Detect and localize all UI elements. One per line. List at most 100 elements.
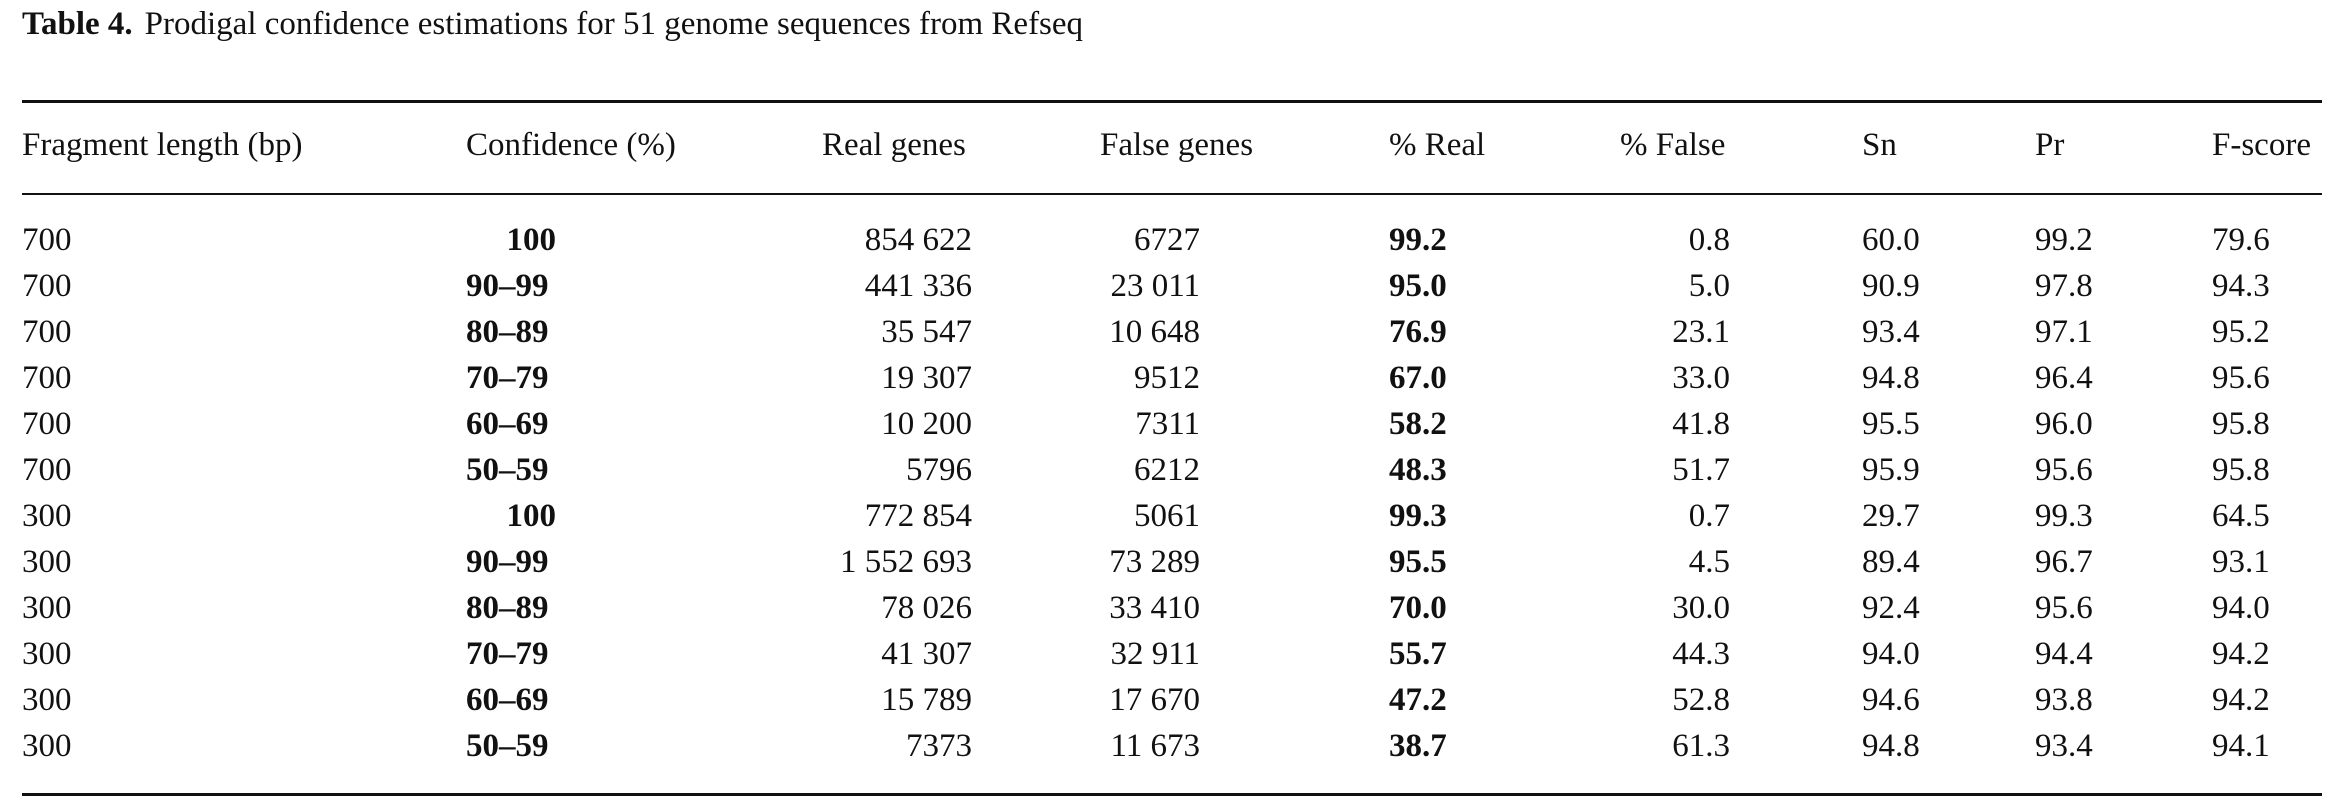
- header-f-score: F-score: [2212, 127, 2311, 163]
- cell-false-genes: 7311: [1135, 406, 1200, 442]
- cell-percent-false: 44.3: [1672, 636, 1730, 672]
- cell-pr: 96.7: [2035, 544, 2093, 580]
- cell-confidence: 60–69: [466, 682, 549, 718]
- table-header-row: Fragment length (bp) Confidence (%) Real…: [0, 123, 2338, 167]
- cell-pr: 94.4: [2035, 636, 2093, 672]
- cell-sn: 90.9: [1862, 268, 1920, 304]
- cell-pr: 93.8: [2035, 682, 2093, 718]
- cell-pr: 99.2: [2035, 222, 2093, 258]
- cell-f-score: 94.0: [2212, 590, 2270, 626]
- cell-false-genes: 6727: [1134, 222, 1200, 258]
- table-row: 700 90–99 441 336 23 011 95.0 5.0 90.9 97.8 94.3: [0, 264, 2338, 308]
- cell-percent-real: 67.0: [1389, 360, 1447, 396]
- cell-f-score: 95.8: [2212, 452, 2270, 488]
- cell-percent-real: 55.7: [1389, 636, 1447, 672]
- cell-real-genes: 441 336: [864, 268, 972, 304]
- cell-confidence: 90–99: [466, 544, 549, 580]
- cell-sn: 29.7: [1862, 498, 1920, 534]
- cell-real-genes: 854 622: [864, 222, 972, 258]
- cell-percent-real: 38.7: [1389, 728, 1447, 764]
- cell-fragment-length: 300: [22, 544, 72, 580]
- cell-sn: 60.0: [1862, 222, 1920, 258]
- cell-fragment-length: 700: [22, 222, 72, 258]
- cell-percent-real: 76.9: [1389, 314, 1447, 350]
- cell-percent-false: 41.8: [1672, 406, 1730, 442]
- cell-confidence: 100: [506, 222, 557, 258]
- cell-percent-false: 23.1: [1672, 314, 1730, 350]
- cell-false-genes: 11 673: [1110, 728, 1200, 764]
- cell-fragment-length: 300: [22, 636, 72, 672]
- cell-f-score: 95.2: [2212, 314, 2270, 350]
- cell-fragment-length: 300: [22, 682, 72, 718]
- cell-sn: 94.6: [1862, 682, 1920, 718]
- cell-real-genes: 19 307: [881, 360, 972, 396]
- cell-real-genes: 78 026: [881, 590, 972, 626]
- cell-pr: 97.8: [2035, 268, 2093, 304]
- table-row: 700 60–69 10 200 7311 58.2 41.8 95.5 96.0 95.8: [0, 402, 2338, 446]
- cell-false-genes: 9512: [1134, 360, 1200, 396]
- table-row: 700 100 854 622 6727 99.2 0.8 60.0 99.2 79.6: [0, 218, 2338, 262]
- cell-sn: 95.9: [1862, 452, 1920, 488]
- table-caption-label: Table 4.: [22, 6, 133, 42]
- table-row: 700 80–89 35 547 10 648 76.9 23.1 93.4 97.1 95.2: [0, 310, 2338, 354]
- cell-f-score: 94.2: [2212, 682, 2270, 718]
- header-percent-real: % Real: [1389, 127, 1486, 163]
- header-pr: Pr: [2035, 127, 2065, 163]
- cell-pr: 97.1: [2035, 314, 2093, 350]
- cell-sn: 94.8: [1862, 360, 1920, 396]
- table-row: 300 50–59 7373 11 673 38.7 61.3 94.8 93.4 94.1: [0, 724, 2338, 768]
- cell-fragment-length: 700: [22, 360, 72, 396]
- table-row: 700 70–79 19 307 9512 67.0 33.0 94.8 96.4 95.6: [0, 356, 2338, 400]
- cell-false-genes: 33 410: [1109, 590, 1200, 626]
- cell-percent-real: 48.3: [1389, 452, 1447, 488]
- cell-real-genes: 15 789: [881, 682, 972, 718]
- cell-f-score: 94.2: [2212, 636, 2270, 672]
- cell-false-genes: 73 289: [1109, 544, 1200, 580]
- cell-f-score: 64.5: [2212, 498, 2270, 534]
- table-row: 300 80–89 78 026 33 410 70.0 30.0 92.4 95.6 94.0: [0, 586, 2338, 630]
- cell-sn: 93.4: [1862, 314, 1920, 350]
- cell-real-genes: 7373: [906, 728, 972, 764]
- cell-confidence: 80–89: [466, 590, 549, 626]
- cell-false-genes: 10 648: [1109, 314, 1200, 350]
- cell-pr: 99.3: [2035, 498, 2093, 534]
- cell-pr: 93.4: [2035, 728, 2093, 764]
- table-row: 300 90–99 1 552 693 73 289 95.5 4.5 89.4 96.7 93…: [0, 540, 2338, 584]
- cell-false-genes: 23 011: [1110, 268, 1200, 304]
- cell-sn: 89.4: [1862, 544, 1920, 580]
- header-false-genes: False genes: [1100, 127, 1254, 163]
- cell-percent-false: 5.0: [1688, 268, 1730, 304]
- cell-f-score: 94.3: [2212, 268, 2270, 304]
- cell-confidence: 70–79: [466, 360, 549, 396]
- cell-fragment-length: 300: [22, 728, 72, 764]
- cell-sn: 95.5: [1862, 406, 1920, 442]
- table-row: 300 60–69 15 789 17 670 47.2 52.8 94.6 93.8 94.2: [0, 678, 2338, 722]
- table-top-rule: [22, 100, 2322, 103]
- cell-percent-false: 52.8: [1672, 682, 1730, 718]
- cell-confidence: 60–69: [466, 406, 549, 442]
- table-caption: Table 4. Prodigal confidence estimations …: [22, 2, 1083, 46]
- table-caption-text: Prodigal confidence estimations for 51 g…: [144, 6, 1084, 42]
- cell-pr: 95.6: [2035, 590, 2093, 626]
- table-bottom-rule: [22, 793, 2322, 796]
- cell-sn: 94.8: [1862, 728, 1920, 764]
- cell-sn: 92.4: [1862, 590, 1920, 626]
- cell-percent-false: 51.7: [1672, 452, 1730, 488]
- cell-f-score: 95.8: [2212, 406, 2270, 442]
- cell-confidence: 80–89: [466, 314, 549, 350]
- cell-pr: 95.6: [2035, 452, 2093, 488]
- cell-pr: 96.0: [2035, 406, 2093, 442]
- cell-false-genes: 5061: [1134, 498, 1200, 534]
- cell-real-genes: 772 854: [864, 498, 972, 534]
- cell-f-score: 94.1: [2212, 728, 2270, 764]
- cell-fragment-length: 700: [22, 268, 72, 304]
- cell-fragment-length: 300: [22, 498, 72, 534]
- cell-fragment-length: 700: [22, 452, 72, 488]
- header-percent-false: % False: [1620, 127, 1726, 163]
- table-row: 300 100 772 854 5061 99.3 0.7 29.7 99.3 64.5: [0, 494, 2338, 538]
- cell-f-score: 95.6: [2212, 360, 2270, 396]
- cell-fragment-length: 300: [22, 590, 72, 626]
- cell-fragment-length: 700: [22, 406, 72, 442]
- cell-percent-false: 33.0: [1672, 360, 1730, 396]
- header-real-genes: Real genes: [822, 127, 966, 163]
